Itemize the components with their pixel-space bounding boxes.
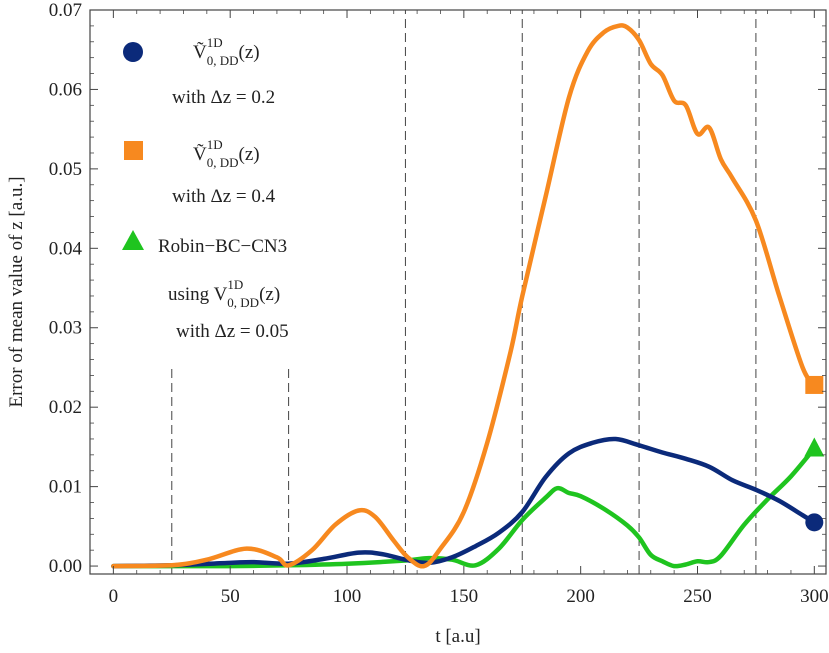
y-tick-label-6: 0.06 (49, 79, 82, 100)
y-tick-label-2: 0.02 (49, 397, 82, 418)
legend-entry-0-line1: Ṽ1D 0, DD(z) (193, 35, 260, 68)
x-axis-label: t [a.u] (435, 626, 480, 647)
series-line-2 (111, 446, 817, 569)
legend-entry-2-sup: 1D (227, 277, 243, 292)
x-tick-label-5: 250 (683, 586, 712, 607)
y-tick-label-4: 0.04 (49, 238, 83, 259)
legend-entry-0-line2: with Δz = 0.2 (172, 87, 275, 108)
x-tick-label-2: 100 (333, 586, 362, 607)
series-end-marker-2 (804, 437, 825, 457)
y-tick-label-5: 0.05 (49, 159, 82, 180)
series-end-marker-0 (805, 513, 824, 532)
legend-entry-2-line2: using V1D 0, DD(z) (168, 277, 280, 310)
series-line-0 (111, 436, 817, 569)
legend-entry-2-line2-main: using V (168, 284, 228, 305)
y-tick-label-3: 0.03 (49, 318, 82, 339)
legend-entry-1-main: Ṽ (193, 143, 207, 165)
legend: Ṽ1D 0, DD(z) with Δz = 0.2 Ṽ1D 0, DD(z) wi… (122, 35, 289, 342)
x-tick-label-4: 200 (566, 586, 595, 607)
x-tick-label-1: 50 (221, 586, 240, 607)
legend-entry-0-main: Ṽ (193, 41, 207, 63)
legend-entry-1-tail: (z) (239, 144, 260, 165)
legend-entry-1-line2: with Δz = 0.4 (172, 186, 276, 207)
y-tick-label-0: 0.00 (49, 556, 82, 577)
legend-entry-2-tail: (z) (259, 284, 280, 305)
legend-entry-2-line1: Robin−BC−CN3 (158, 236, 287, 257)
legend-entry-0-sub: 0, DD (207, 53, 239, 68)
x-tick-label-6: 300 (800, 586, 829, 607)
markers-layer (804, 375, 825, 532)
y-axis-ticks: 0.00 0.01 0.02 0.03 0.04 0.05 0.06 0.07 (49, 0, 826, 577)
series-end-marker-1 (805, 375, 824, 394)
x-tick-label-0: 0 (109, 586, 119, 607)
series-line-1 (111, 23, 817, 569)
legend-entry-1-sub: 0, DD (207, 155, 239, 170)
legend-entry-0-sup: 1D (207, 35, 223, 50)
reference-lines (171, 10, 757, 574)
legend-entry-1-sup: 1D (207, 137, 223, 152)
legend-entry-2-line3: with Δz = 0.05 (176, 321, 289, 342)
legend-entry-2-sub: 0, DD (227, 295, 259, 310)
legend-marker-1 (124, 141, 143, 160)
legend-marker-2 (122, 230, 144, 250)
x-tick-label-3: 150 (450, 586, 479, 607)
legend-marker-0 (123, 42, 143, 62)
y-tick-label-1: 0.01 (49, 477, 82, 498)
y-axis-label: Error of mean value of z [a.u.] (6, 176, 27, 407)
plot-frame (89, 9, 827, 575)
y-tick-label-7: 0.07 (49, 0, 82, 21)
legend-entry-1-line1: Ṽ1D 0, DD(z) (193, 137, 260, 170)
x-axis-ticks: 0 50 100 150 200 250 300 (109, 10, 829, 607)
legend-entry-0-tail: (z) (239, 42, 260, 63)
series-layer (111, 23, 817, 569)
